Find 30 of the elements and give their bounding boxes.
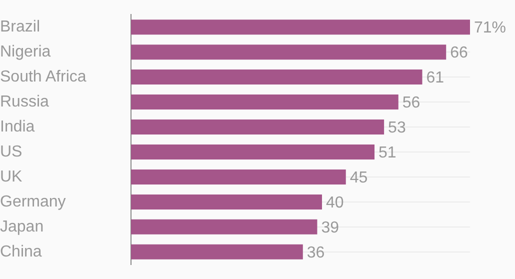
bar bbox=[131, 44, 446, 60]
bar bbox=[131, 194, 322, 210]
y-tick-label: South Africa bbox=[0, 68, 86, 86]
y-tick-label: China bbox=[0, 243, 42, 260]
y-tick-label: Japan bbox=[0, 218, 44, 236]
bar bbox=[131, 144, 375, 160]
y-tick-label: India bbox=[0, 118, 35, 136]
data-label: 51 bbox=[378, 144, 396, 162]
data-label: 66 bbox=[450, 44, 468, 62]
bar bbox=[131, 219, 318, 234]
bar bbox=[131, 94, 398, 110]
y-tick-label: US bbox=[0, 143, 22, 160]
data-label: 36 bbox=[306, 244, 325, 262]
data-label: 40 bbox=[326, 194, 344, 212]
bar bbox=[131, 169, 346, 184]
data-label: 45 bbox=[350, 169, 368, 186]
y-tick-label: Russia bbox=[0, 93, 50, 110]
data-label: 71% bbox=[474, 19, 506, 36]
y-tick-label: Brazil bbox=[0, 18, 40, 36]
data-label: 61 bbox=[426, 69, 444, 86]
bar bbox=[131, 20, 470, 35]
y-tick-label: Nigeria bbox=[0, 43, 51, 60]
y-tick-label: UK bbox=[0, 168, 23, 186]
data-label: 39 bbox=[321, 219, 340, 236]
data-label: 56 bbox=[402, 94, 420, 112]
data-label: 53 bbox=[388, 119, 406, 136]
bar bbox=[131, 244, 303, 260]
bar bbox=[131, 70, 422, 85]
y-tick-label: Germany bbox=[0, 193, 66, 210]
bar bbox=[131, 120, 384, 135]
